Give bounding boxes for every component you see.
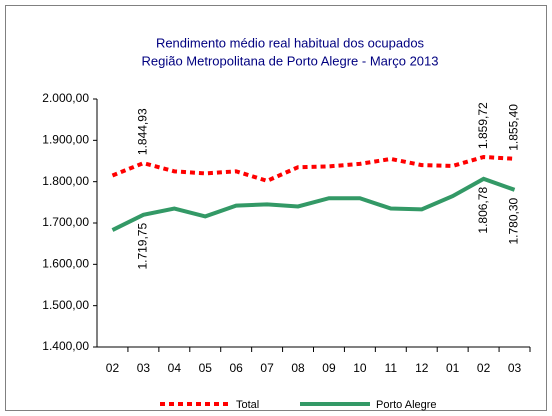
x-tick-label: 08 xyxy=(291,361,305,375)
x-tick-label: 10 xyxy=(353,361,367,375)
x-tick-label: 02 xyxy=(477,361,491,375)
x-tick-label: 04 xyxy=(168,361,182,375)
y-tick-label: 1.700,00 xyxy=(42,215,89,229)
series-line xyxy=(111,154,515,183)
y-tick-label: 1.500,00 xyxy=(42,298,89,312)
y-tick-label: 2.000,00 xyxy=(42,91,89,105)
x-tick-label: 05 xyxy=(199,361,213,375)
x-tick-label: 11 xyxy=(385,361,398,375)
x-tick-label: 01 xyxy=(446,361,460,375)
series-line xyxy=(111,176,516,232)
chart-title: Rendimento médio real habitual dos ocupa… xyxy=(156,35,425,50)
x-tick-label: 06 xyxy=(229,361,243,375)
x-tick-label: 12 xyxy=(415,361,429,375)
y-tick-label: 1.900,00 xyxy=(42,133,89,147)
y-tick-label: 1.600,00 xyxy=(42,257,89,271)
x-tick-label: 02 xyxy=(106,361,120,375)
value-label: 1.844,93 xyxy=(136,108,150,155)
legend-label: Porto Alegre xyxy=(376,399,437,411)
x-tick-label: 09 xyxy=(322,361,336,375)
y-tick-label: 1.400,00 xyxy=(42,339,89,353)
value-label: 1.859,72 xyxy=(476,102,490,149)
value-label: 1.719,75 xyxy=(136,223,150,270)
x-tick-label: 03 xyxy=(508,361,522,375)
chart-frame xyxy=(5,5,547,411)
x-tick-label: 07 xyxy=(260,361,274,375)
value-label: 1.855,40 xyxy=(507,104,521,151)
value-label: 1.806,78 xyxy=(476,187,490,234)
legend-label: Total xyxy=(236,399,259,411)
value-label: 1.780,30 xyxy=(507,197,521,244)
chart-subtitle: Região Metropolitana de Porto Alegre - M… xyxy=(141,53,438,68)
x-tick-label: 03 xyxy=(137,361,151,375)
y-tick-label: 1.800,00 xyxy=(42,174,89,188)
